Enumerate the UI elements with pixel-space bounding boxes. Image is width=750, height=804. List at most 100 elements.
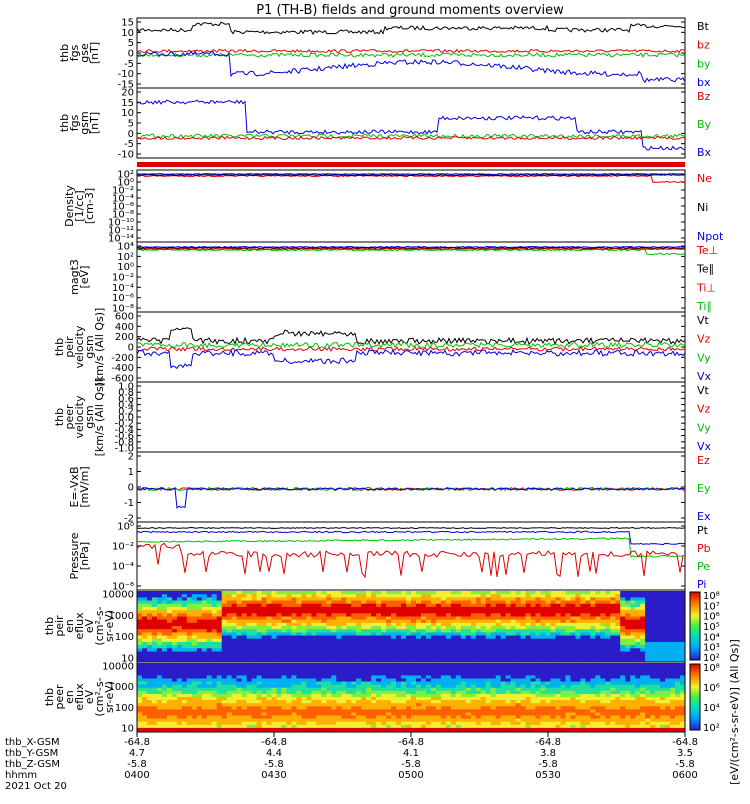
spectrogram-cell <box>481 639 486 643</box>
spectrogram-cell <box>615 652 620 656</box>
spectrogram-cell <box>172 642 177 646</box>
spectrogram-cell <box>441 626 446 630</box>
spectrogram-cell <box>466 632 471 636</box>
spectrogram-cell <box>187 685 192 689</box>
spectrogram-cell <box>446 645 451 649</box>
spectrogram-cell <box>341 713 346 717</box>
spectrogram-cell <box>670 604 675 608</box>
spectrogram-cell <box>282 694 287 698</box>
spectrogram-cell <box>486 623 491 627</box>
spectrogram-cell <box>605 716 610 720</box>
spectrogram-cell <box>610 682 615 686</box>
spectrogram-cell <box>431 685 436 689</box>
spectrogram-cell <box>287 679 292 683</box>
spectrogram-cell <box>585 697 590 701</box>
spectrogram-cell <box>341 604 346 608</box>
spectrogram-cell <box>421 652 426 656</box>
spectrogram-cell <box>660 658 665 662</box>
spectrogram-cell <box>546 666 551 670</box>
spectrogram-cell <box>356 663 361 667</box>
spectrogram-cell <box>331 719 336 723</box>
spectrogram-cell <box>600 632 605 636</box>
spectrogram-cell <box>252 645 257 649</box>
spectrogram-cell <box>346 722 351 726</box>
spectrogram-cell <box>481 688 486 692</box>
spectrogram-cell <box>237 597 242 601</box>
spectrogram-cell <box>580 601 585 605</box>
spectrogram-cell <box>356 658 361 662</box>
spectrogram-cell <box>546 613 551 617</box>
spectrogram-cell <box>282 597 287 601</box>
spectrogram-cell <box>590 648 595 652</box>
spectrogram-cell <box>147 648 152 652</box>
spectrogram-cell <box>605 728 610 732</box>
spectrogram-cell <box>441 632 446 636</box>
spectrogram-cell <box>506 722 511 726</box>
spectrogram-cell <box>177 672 182 676</box>
legend-Ey: Ey <box>697 482 711 495</box>
spectrogram-cell <box>291 694 296 698</box>
spectrogram-cell <box>506 617 511 621</box>
spectrogram-cell <box>625 632 630 636</box>
spectrogram-cell <box>267 728 272 732</box>
spectrogram-cell <box>222 607 227 611</box>
spectrogram-cell <box>262 709 267 713</box>
spectrogram-cell <box>501 655 506 659</box>
spectrogram-cell <box>441 597 446 601</box>
spectrogram-cell <box>436 663 441 667</box>
spectrogram-cell <box>561 645 566 649</box>
spectrogram-cell <box>431 682 436 686</box>
spectrogram-cell <box>416 639 421 643</box>
spectrogram-cell <box>416 613 421 617</box>
spectrogram-cell <box>321 639 326 643</box>
spectrogram-cell <box>381 703 386 707</box>
spectrogram-cell <box>575 597 580 601</box>
spectrogram-cell <box>396 679 401 683</box>
spectrogram-cell <box>536 672 541 676</box>
spectrogram-cell <box>336 652 341 656</box>
legend-Vx: Vx <box>697 370 712 383</box>
spectrogram-cell <box>670 636 675 640</box>
spectrogram-cell <box>277 648 282 652</box>
spectrogram-cell <box>561 728 566 732</box>
spectrogram-cell <box>610 601 615 605</box>
spectrogram-cell <box>585 669 590 673</box>
spectrogram-cell <box>301 691 306 695</box>
spectrogram-cell <box>411 610 416 614</box>
spectrogram-cell <box>441 613 446 617</box>
spectrogram-cell <box>391 713 396 717</box>
spectrogram-cell <box>272 632 277 636</box>
spectrogram-cell <box>142 694 147 698</box>
spectrogram-cell <box>237 636 242 640</box>
spectrogram-cell <box>466 620 471 624</box>
spectrogram-cell <box>660 623 665 627</box>
spectrogram-cell <box>371 620 376 624</box>
spectrogram-cell <box>456 728 461 732</box>
spectrogram-cell <box>296 620 301 624</box>
spectrogram-cell <box>326 722 331 726</box>
spectrogram-cell <box>262 700 267 704</box>
spectrogram-cell <box>301 636 306 640</box>
spectrogram-cell <box>486 666 491 670</box>
spectrogram-cell <box>670 639 675 643</box>
spectrogram-cell <box>177 716 182 720</box>
spectrogram-cell <box>491 658 496 662</box>
spectrogram-cell <box>291 604 296 608</box>
spectrogram-cell <box>565 700 570 704</box>
spectrogram-cell <box>605 691 610 695</box>
spectrogram-cell <box>267 639 272 643</box>
spectrogram-cell <box>600 688 605 692</box>
spectrogram-cell <box>227 639 232 643</box>
spectrogram-cell <box>376 722 381 726</box>
spectrogram-cell <box>147 709 152 713</box>
spectrogram-cell <box>217 719 222 723</box>
spectrogram-cell <box>675 623 680 627</box>
spectrogram-cell <box>197 697 202 701</box>
spectrogram-cell <box>217 620 222 624</box>
spectrogram-cell <box>242 716 247 720</box>
spectrogram-cell <box>580 709 585 713</box>
spectrogram-cell <box>207 594 212 598</box>
spectrogram-cell <box>466 728 471 732</box>
spectrogram-cell <box>561 652 566 656</box>
spectrogram-cell <box>262 675 267 679</box>
